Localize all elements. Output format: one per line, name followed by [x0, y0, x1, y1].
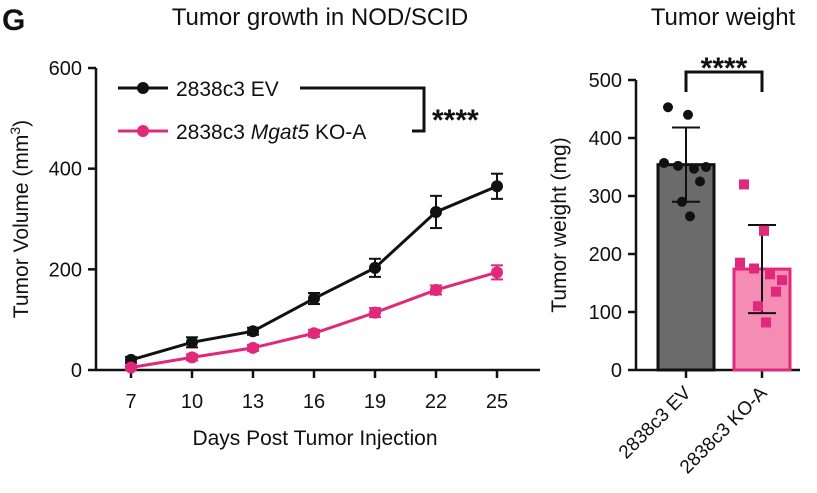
growth-point-ko [308, 327, 320, 340]
growth-y-tick-label: 600 [49, 58, 82, 80]
weight-chart-title: Tumor weight [651, 4, 796, 31]
growth-series [125, 172, 503, 374]
growth-x-tick-label: 13 [242, 391, 264, 413]
weight-point-ko [753, 301, 763, 312]
growth-point-ko [491, 266, 503, 279]
growth-line-ko [130, 270, 498, 369]
weight-significance-bracket [684, 70, 764, 92]
growth-x-tick-label: 16 [303, 391, 325, 413]
growth-y-tick-label: 0 [71, 360, 82, 382]
growth-x-tick-label: 25 [486, 391, 508, 413]
growth-line-chart: Tumor growth in NOD/SCID Tumor Volume (m… [7, 4, 540, 450]
weight-point-ev [695, 176, 705, 187]
weight-y-tick-label: 500 [589, 70, 622, 92]
growth-x-tick-label: 7 [125, 391, 136, 413]
growth-x-axis-label: Days Post Tumor Injection [192, 427, 437, 450]
growth-point-ev [247, 325, 259, 338]
legend-ko-label: 2838c3 Mgat5 KO-A [176, 121, 366, 144]
weight-y-axis-label: Tumor weight (mg) [548, 137, 571, 312]
weight-point-ko [777, 275, 787, 286]
growth-x-tick-label: 22 [425, 391, 447, 413]
growth-point-ko [369, 306, 381, 319]
growth-y-axis-label: Tumor Volume (mm3) [7, 120, 33, 318]
growth-legend: 2838c3 EV 2838c3 Mgat5 KO-A **** [118, 78, 479, 144]
legend-significance-bracket [300, 86, 426, 133]
weight-significance: **** [701, 52, 748, 85]
growth-y-tick-label: 200 [49, 259, 82, 281]
panel-label: G [2, 4, 25, 37]
weight-point-ev [685, 211, 695, 222]
legend-ev-label: 2838c3 EV [176, 78, 279, 101]
growth-point-ko [247, 341, 259, 354]
weight-point-ev [673, 160, 683, 171]
weight-y-tick-label: 100 [589, 302, 622, 324]
growth-point-ev [491, 180, 503, 193]
growth-significance: **** [432, 104, 479, 137]
weight-point-ev [701, 162, 711, 172]
weight-y-tick-label: 0 [611, 360, 622, 382]
growth-point-ko [430, 283, 442, 296]
legend-ev-marker [137, 82, 149, 94]
growth-x-tick-label: 19 [364, 391, 386, 413]
weight-y-tick-label: 400 [589, 128, 622, 150]
weight-point-ev [663, 102, 673, 113]
growth-point-ev [430, 205, 442, 218]
growth-point-ev [308, 292, 320, 305]
weight-point-ko [759, 225, 769, 236]
growth-y-tick-label: 400 [49, 159, 82, 181]
weight-point-ev [683, 109, 693, 120]
weight-x-tick-label: 2838c3 EV [615, 382, 696, 463]
weight-point-ko [735, 257, 745, 268]
weight-point-ev [677, 196, 687, 207]
weight-y-tick-label: 200 [589, 244, 622, 266]
weight-point-ko [749, 263, 759, 274]
legend-ko-marker [137, 125, 149, 137]
weight-bars [656, 102, 792, 372]
growth-ticks: 0 200 400 600 7 10 13 16 19 22 25 [49, 58, 509, 413]
growth-point-ko [186, 351, 198, 364]
weight-point-ko [761, 317, 771, 328]
growth-point-ev [186, 336, 198, 349]
weight-bar-chart: Tumor weight Tumor weight (mg) 0 100 200 30… [548, 4, 800, 478]
weight-point-ko [739, 179, 749, 190]
growth-point-ko [125, 361, 137, 374]
weight-point-ev [659, 157, 669, 168]
weight-y-tick-label: 300 [589, 186, 622, 208]
growth-point-ev [369, 261, 381, 274]
weight-point-ko [771, 286, 781, 297]
weight-point-ko [765, 269, 775, 280]
growth-chart-title: Tumor growth in NOD/SCID [172, 4, 469, 31]
weight-point-ev [689, 163, 699, 174]
growth-x-tick-label: 10 [181, 391, 203, 413]
growth-axes [94, 68, 540, 372]
